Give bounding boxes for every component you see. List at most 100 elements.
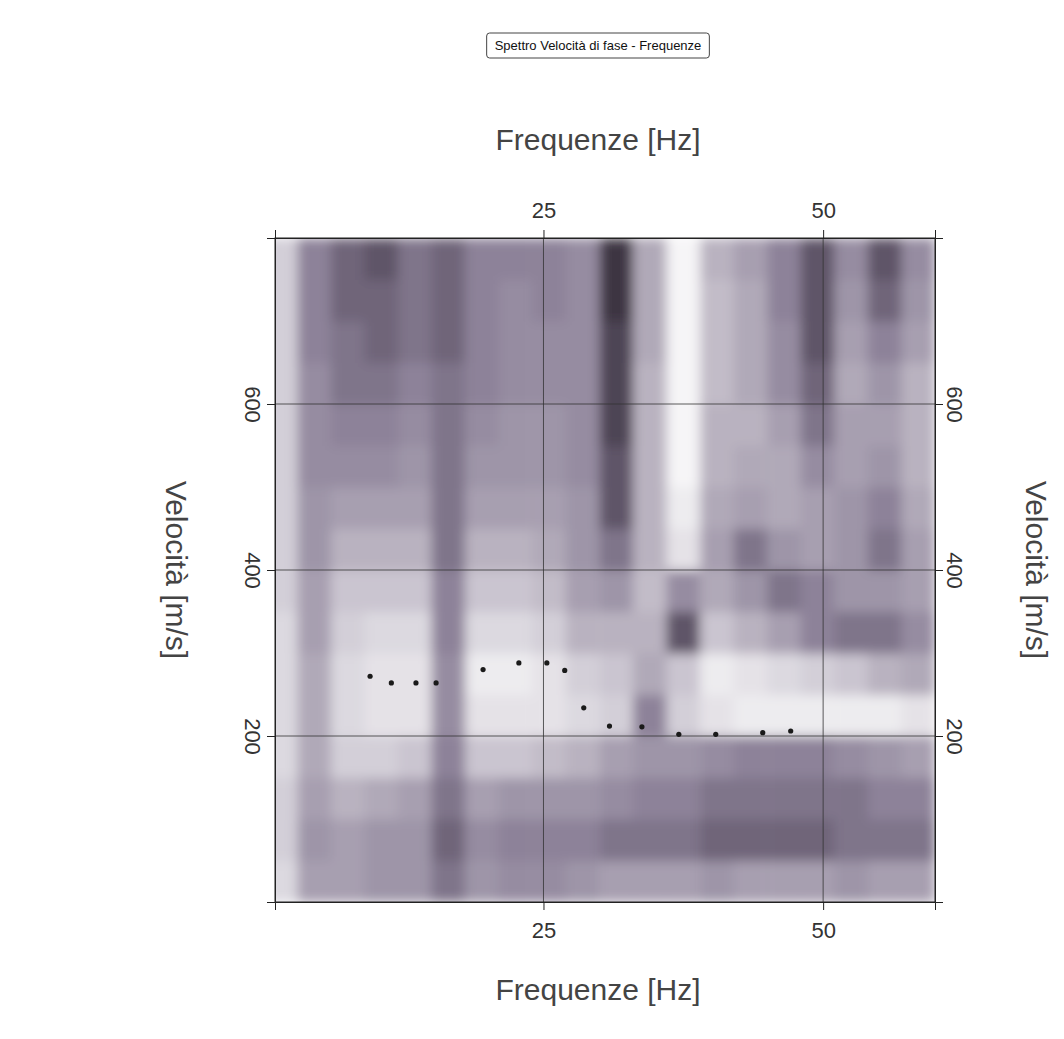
- heatmap-cell: [465, 446, 499, 488]
- heatmap-cell: [432, 404, 466, 446]
- tick-label: 400: [240, 552, 265, 589]
- heatmap-cell: [767, 695, 801, 737]
- heatmap-cell: [599, 653, 633, 695]
- heatmap-cell: [633, 487, 667, 529]
- heatmap-cell: [633, 653, 667, 695]
- heatmap-cell: [532, 778, 566, 820]
- heatmap-cell: [275, 280, 298, 322]
- tick-label: 25: [532, 918, 556, 943]
- heatmap-cell: [364, 778, 398, 820]
- y-axis-title: Velocità [m/s]: [160, 481, 193, 659]
- heatmap-cell: [901, 404, 935, 446]
- x-axis-bottom: 25 50: [276, 902, 936, 943]
- heatmap-cell: [767, 612, 801, 654]
- heatmap-cell: [465, 529, 499, 571]
- heatmap-cell: [599, 321, 633, 363]
- heatmap-cell: [566, 529, 600, 571]
- heatmap-cell: [398, 736, 432, 778]
- heatmap-cell: [532, 695, 566, 737]
- heatmap-cell: [566, 819, 600, 861]
- heatmap-cell: [599, 819, 633, 861]
- heatmap-cell: [633, 363, 667, 405]
- heatmap-cell: [532, 736, 566, 778]
- heatmap-cell: [801, 819, 835, 861]
- heatmap-cell: [633, 280, 667, 322]
- heatmap-cell: [275, 861, 298, 903]
- heatmap-cell: [801, 570, 835, 612]
- heatmap-cell: [331, 778, 365, 820]
- heatmap-cell: [364, 446, 398, 488]
- heatmap-cell: [465, 280, 499, 322]
- heatmap-cell: [432, 446, 466, 488]
- heatmap-cell: [734, 280, 768, 322]
- heatmap-cell: [767, 363, 801, 405]
- pick-point: [639, 724, 644, 729]
- heatmap-cell: [734, 321, 768, 363]
- heatmap-cell: [667, 280, 701, 322]
- heatmap-cell: [432, 363, 466, 405]
- heatmap-cell: [700, 446, 734, 488]
- tick-mark: [543, 902, 544, 910]
- heatmap-cell: [499, 321, 533, 363]
- heatmap-cell: [734, 363, 768, 405]
- heatmap-cell: [801, 487, 835, 529]
- heatmap-cell: [667, 363, 701, 405]
- heatmap-cell: [633, 570, 667, 612]
- pick-point: [676, 732, 681, 737]
- heatmap-cell: [868, 612, 902, 654]
- heatmap-cell: [297, 487, 331, 529]
- heatmap-cell: [499, 736, 533, 778]
- heatmap-cell: [667, 653, 701, 695]
- heatmap-cell: [364, 280, 398, 322]
- tick-mark: [935, 404, 943, 405]
- tick-label: 200: [942, 718, 967, 755]
- heatmap-cell: [868, 778, 902, 820]
- grid: [275, 238, 935, 902]
- tick-mark: [823, 902, 824, 910]
- heatmap-cell: [566, 363, 600, 405]
- heatmap-cell: [901, 363, 935, 405]
- heatmap-cell: [297, 321, 331, 363]
- heatmap-cell: [297, 778, 331, 820]
- heatmap-cell: [532, 819, 566, 861]
- heatmap-cell: [499, 238, 533, 280]
- pick-point: [607, 723, 612, 728]
- heatmap-cell: [633, 529, 667, 571]
- x-axis-title: Frequenze [Hz]: [495, 973, 700, 1006]
- heatmap-cell: [499, 446, 533, 488]
- heatmap-cell: [667, 487, 701, 529]
- heatmap-cell: [566, 238, 600, 280]
- heatmap-cell: [566, 695, 600, 737]
- heatmap-cell: [275, 238, 298, 280]
- heatmap-cell: [275, 529, 298, 571]
- tick-label: 50: [811, 918, 835, 943]
- heatmap-cell: [566, 653, 600, 695]
- heatmap-cell: [331, 819, 365, 861]
- heatmap-cell: [364, 487, 398, 529]
- heatmap-cell: [734, 861, 768, 903]
- heatmap-cell: [297, 280, 331, 322]
- heatmap-cell: [901, 736, 935, 778]
- heatmap-cell: [599, 736, 633, 778]
- heatmap-cell: [599, 570, 633, 612]
- heatmap-cell: [331, 570, 365, 612]
- heatmap-cell: [599, 487, 633, 529]
- pick-point: [760, 730, 765, 735]
- tick: 50: [811, 902, 835, 943]
- pick-point: [367, 674, 372, 679]
- heatmap-cell: [566, 487, 600, 529]
- heatmap-cell: [901, 487, 935, 529]
- heatmap-cell: [868, 280, 902, 322]
- heatmap-cell: [633, 612, 667, 654]
- heatmap-cell: [801, 280, 835, 322]
- heatmap-cell: [532, 487, 566, 529]
- heatmap-cell: [667, 695, 701, 737]
- heatmap-cell: [734, 778, 768, 820]
- heatmap-cell: [499, 861, 533, 903]
- heatmap-cell: [275, 570, 298, 612]
- heatmap-cell: [364, 238, 398, 280]
- heatmap-cell: [633, 819, 667, 861]
- heatmap-cell: [834, 861, 868, 903]
- tick: 400: [240, 552, 275, 589]
- heatmap-cell: [532, 570, 566, 612]
